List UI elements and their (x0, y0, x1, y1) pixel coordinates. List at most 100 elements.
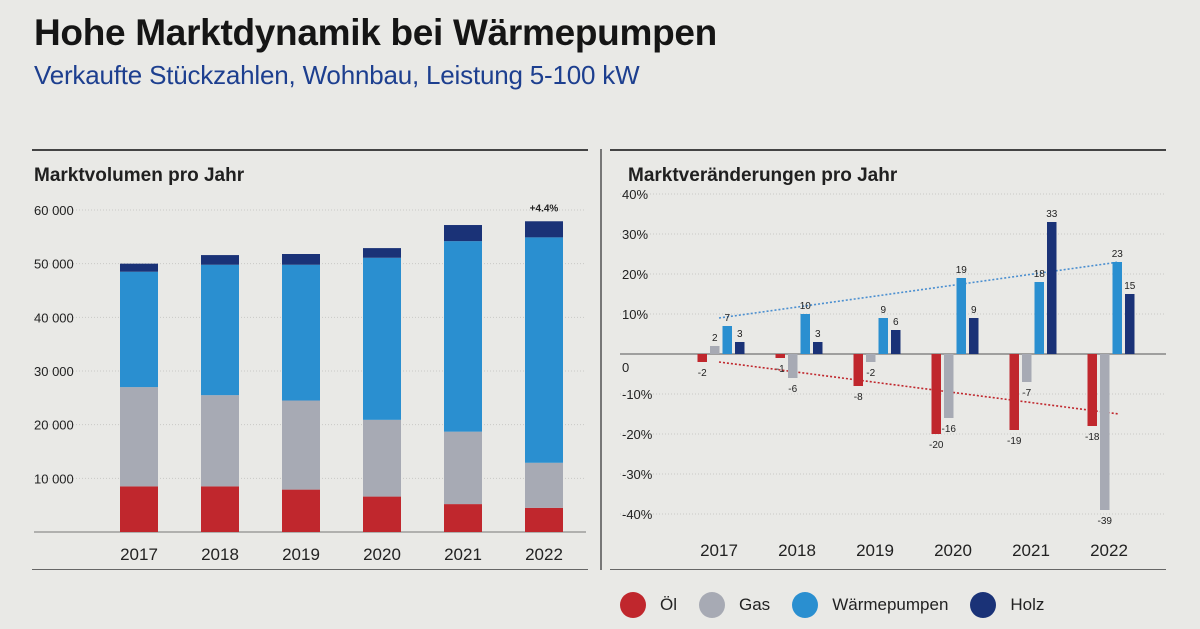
bar-segment-holz (120, 263, 158, 272)
bar-waermepumpen (722, 326, 732, 354)
x-tick-label: 2018 (778, 541, 816, 560)
data-label-oel: -19 (1007, 436, 1022, 447)
market-change-chart: 40%30%20%10%0-10%-20%-30%-40%-22732017-1… (620, 187, 1166, 560)
panel-divider (600, 149, 602, 570)
data-label-oel: -2 (698, 368, 707, 379)
legend-item-holz: Holz (970, 592, 1044, 618)
x-tick-label: 2022 (525, 545, 563, 564)
right-panel-bottom-rule (610, 569, 1166, 570)
x-tick-label: 2020 (363, 545, 401, 564)
y-tick-label: 10% (622, 307, 648, 322)
bar-segment-gas (282, 400, 320, 490)
y-tick-label: -30% (622, 467, 653, 482)
bar-waermepumpen (956, 278, 966, 354)
bar-segment-oel (282, 489, 320, 532)
y-tick-label: 40% (622, 187, 648, 202)
bar-segment-waermepumpen (444, 241, 482, 432)
y-tick-label: 30% (622, 227, 648, 242)
bar-segment-gas (120, 387, 158, 487)
page-title: Hohe Marktdynamik bei Wärmepumpen (34, 12, 717, 53)
left-chart-title: Marktvolumen pro Jahr (34, 165, 245, 186)
legend-item-waermepumpen: Wärmepumpen (792, 592, 948, 618)
legend-label-oel: Öl (660, 595, 677, 614)
x-tick-label: 2020 (934, 541, 972, 560)
y-tick-label: -10% (622, 387, 653, 402)
x-tick-label: 2022 (1090, 541, 1128, 560)
legend-item-gas: Gas (699, 592, 770, 618)
bar-segment-gas (444, 431, 482, 505)
bar-segment-waermepumpen (120, 271, 158, 388)
bar-holz (813, 342, 823, 354)
data-label-gas: 2 (712, 333, 718, 344)
bar-waermepumpen (800, 314, 810, 354)
market-volume-chart: 60 000 50 000 40 000 30 000 20 000 10 000 2017… (34, 203, 586, 564)
bar-oel (931, 354, 941, 434)
y-tick-label: 40 000 (34, 310, 74, 325)
bar-segment-holz (282, 254, 320, 265)
bar-segment-oel (120, 486, 158, 532)
bar-segment-holz (201, 255, 239, 265)
legend-label-waermepumpen: Wärmepumpen (832, 595, 949, 614)
data-label-waermepumpen: 9 (880, 305, 886, 316)
bar-segment-holz (525, 221, 563, 238)
bar-oel (853, 354, 863, 386)
bar-segment-gas (201, 395, 239, 487)
growth-annotation: +4.4% (530, 203, 559, 214)
bar-segment-waermepumpen (282, 264, 320, 401)
page-subtitle: Verkaufte Stückzahlen, Wohnbau, Leistung… (34, 60, 640, 90)
bar-waermepumpen (1112, 262, 1122, 354)
bar-gas (944, 354, 954, 418)
y-tick-label: 30 000 (34, 364, 74, 379)
bar-waermepumpen (878, 318, 888, 354)
bar-gas (1022, 354, 1032, 382)
left-panel-bottom-rule (32, 569, 588, 570)
bar-oel (697, 354, 707, 362)
bar-segment-oel (201, 486, 239, 532)
x-tick-label: 2017 (120, 545, 158, 564)
bar-gas (866, 354, 876, 362)
data-label-holz: 3 (737, 329, 743, 340)
bar-oel (775, 354, 785, 358)
left-panel-top-rule (32, 149, 588, 151)
bar-oel (1087, 354, 1097, 426)
x-tick-label: 2018 (201, 545, 239, 564)
bar-gas (788, 354, 798, 378)
data-label-holz: 3 (815, 329, 821, 340)
legend-swatch-holz (970, 592, 997, 618)
bar-segment-gas (363, 419, 401, 497)
bar-holz (969, 318, 979, 354)
bar-holz (1047, 222, 1057, 354)
y-tick-label: 50 000 (34, 257, 74, 272)
bar-gas (710, 346, 720, 354)
right-chart-title: Marktveränderungen pro Jahr (628, 165, 898, 186)
legend-label-gas: Gas (739, 595, 771, 614)
x-tick-label: 2019 (856, 541, 894, 560)
data-label-gas: -16 (942, 424, 957, 435)
bar-segment-oel (525, 507, 563, 532)
bar-segment-waermepumpen (201, 264, 239, 396)
x-tick-label: 2019 (282, 545, 320, 564)
y-tick-label: 10 000 (34, 471, 74, 486)
y-tick-label: 20% (622, 267, 648, 282)
y-tick-label: -20% (622, 427, 653, 442)
bar-holz (735, 342, 745, 354)
bar-segment-gas (525, 462, 563, 508)
bar-oel (1009, 354, 1019, 430)
legend-label-holz: Holz (1010, 595, 1045, 614)
y-tick-label: -40% (622, 507, 653, 522)
data-label-holz: 33 (1046, 209, 1058, 220)
data-label-waermepumpen: 19 (956, 265, 968, 276)
data-label-waermepumpen: 23 (1112, 249, 1124, 260)
chart-legend: Öl Gas Wärmepumpen Holz (620, 592, 1066, 618)
data-label-gas: -39 (1098, 516, 1113, 527)
x-tick-label: 2021 (1012, 541, 1050, 560)
bar-segment-oel (444, 504, 482, 532)
bar-holz (1125, 294, 1135, 354)
x-tick-label: 2017 (700, 541, 738, 560)
data-label-holz: 6 (893, 317, 899, 328)
data-label-gas: -7 (1022, 388, 1031, 399)
y-tick-label: 20 000 (34, 418, 74, 433)
bar-segment-holz (444, 225, 482, 242)
data-label-holz: 9 (971, 305, 977, 316)
x-tick-label: 2021 (444, 545, 482, 564)
